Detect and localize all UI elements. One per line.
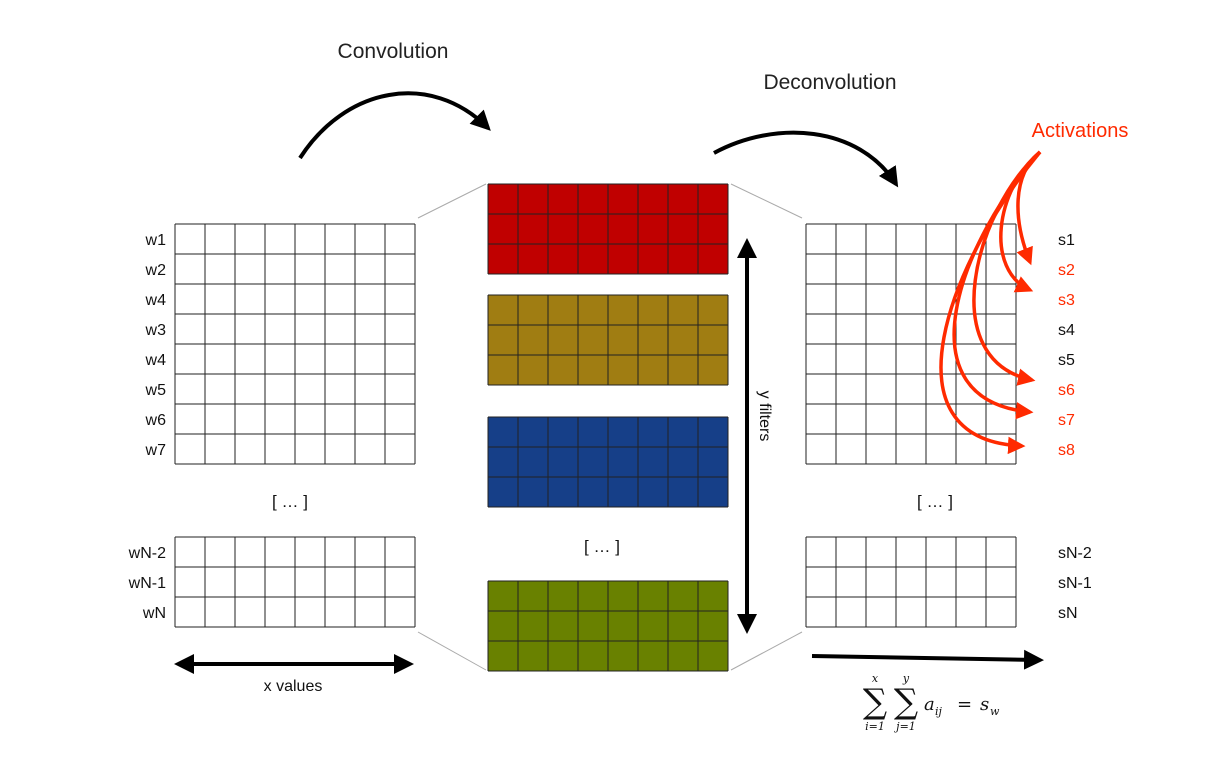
convolution-title: Convolution (338, 40, 449, 63)
y-filters-label: y filters (756, 391, 773, 442)
input-row-label: wN-1 (128, 575, 166, 592)
output-row-label: s5 (1058, 352, 1075, 369)
input-row-label: w4 (145, 292, 167, 309)
sum2-upper: y (902, 672, 910, 685)
filter-olive (487, 294, 729, 386)
input-row-label: wN (142, 605, 166, 622)
input-ellipsis: [ … ] (272, 492, 308, 511)
output-row-label: s3 (1058, 292, 1075, 309)
output-row-label: s8 (1058, 442, 1075, 459)
sum-symbol-j: ∑ (894, 682, 918, 722)
input-row-label: w5 (145, 382, 167, 399)
output-grid-bottom (805, 536, 1017, 628)
sum2-lower: j=1 (893, 720, 916, 733)
output-row-label: sN-1 (1058, 575, 1092, 592)
output-arrow (811, 649, 1044, 670)
activations-label: Activations (1032, 120, 1129, 142)
input-grid-top (174, 223, 416, 465)
input-row-label: w7 (145, 442, 167, 459)
sum1-lower: i=1 (865, 720, 885, 733)
term-a: a (924, 694, 935, 715)
activation-arrow-s8 (939, 150, 1042, 455)
input-row-label: wN-2 (128, 545, 166, 562)
deconvolution-arrow (713, 130, 899, 188)
output-row-labels: s1 s2 s3 s4 s5 s6 s7 s8 sN-2 sN-1 sN (1058, 232, 1092, 622)
filters-ellipsis: [ … ] (584, 537, 620, 556)
input-row-label: w4 (145, 352, 167, 369)
activation-arrow-s7 (952, 150, 1042, 420)
output-row-label: sN-2 (1058, 545, 1092, 562)
output-row-label: s6 (1058, 382, 1075, 399)
input-row-label: w1 (145, 232, 167, 249)
term-sub: ij (935, 705, 943, 718)
activation-arrows (939, 150, 1042, 455)
output-ellipsis: [ … ] (917, 492, 953, 511)
input-row-label: w3 (145, 322, 167, 339)
sum1-upper: x (872, 672, 879, 685)
equals-sign: = (957, 694, 972, 715)
convolution-arrow (298, 91, 491, 160)
connector-line (730, 631, 803, 671)
output-row-label: s2 (1058, 262, 1075, 279)
output-row-label: s4 (1058, 322, 1075, 339)
filter-blue (487, 416, 729, 508)
filters-layer (487, 183, 729, 672)
connector-line (417, 183, 487, 219)
input-row-label: w2 (145, 262, 167, 279)
output-row-label: s7 (1058, 412, 1075, 429)
filter-green (487, 580, 729, 672)
sum-formula: ∑ x i=1 ∑ y j=1 a ij = s w (863, 672, 1000, 733)
result-sub: w (990, 705, 1000, 718)
output-row-label: sN (1058, 605, 1078, 622)
connector-line (730, 183, 803, 219)
deconvolution-title: Deconvolution (763, 71, 896, 94)
input-row-label: w6 (145, 412, 167, 429)
grids-layer (174, 223, 1017, 628)
connector-line (417, 631, 487, 671)
x-values-label: x values (264, 678, 323, 695)
result-s: s (980, 694, 989, 715)
output-row-label: s1 (1058, 232, 1075, 249)
sum-symbol-i: ∑ (863, 682, 887, 722)
filter-red (487, 183, 729, 275)
input-row-labels: w1 w2 w4 w3 w4 w5 w6 w7 wN-2 wN-1 wN (128, 232, 166, 622)
input-grid-bottom (174, 536, 416, 628)
